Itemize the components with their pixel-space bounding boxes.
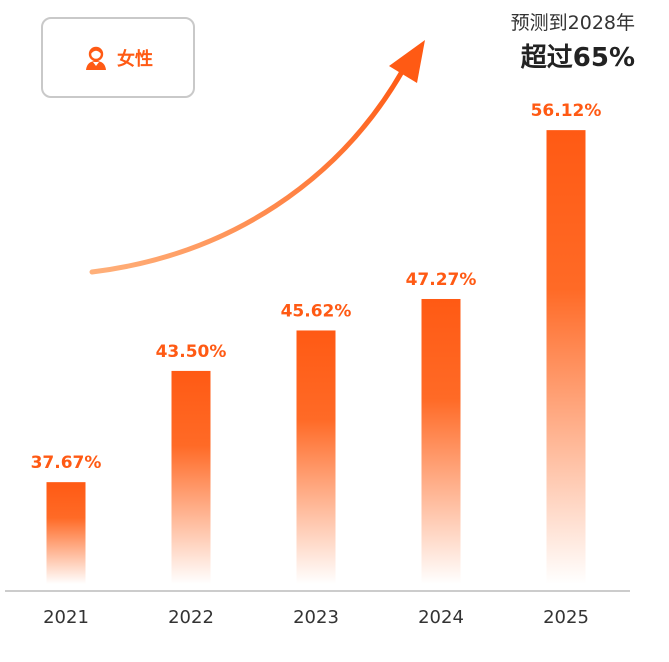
bar-2024 xyxy=(421,298,461,584)
legend-badge: 女性 xyxy=(41,17,195,98)
bar-value-label-2022: 43.50% xyxy=(156,342,227,362)
bar-2021 xyxy=(46,482,86,584)
bar-value-label-2024: 47.27% xyxy=(406,270,477,290)
bar-2025 xyxy=(546,130,586,584)
growth-arrow-head xyxy=(389,40,425,83)
bar-value-label-2023: 45.62% xyxy=(281,301,352,321)
bar-2022 xyxy=(171,370,211,584)
bar-2023 xyxy=(296,330,336,584)
x-tick-label-2021: 2021 xyxy=(43,607,89,628)
forecast-callout: 预测到2028年 超过65% xyxy=(511,8,635,74)
x-tick-label-2025: 2025 xyxy=(543,607,589,628)
growth-arrow-shaft xyxy=(89,67,406,275)
x-tick-label-2023: 2023 xyxy=(293,607,339,628)
forecast-callout-line2: 超过65% xyxy=(520,43,635,73)
x-tick-label-2022: 2022 xyxy=(168,607,214,628)
forecast-callout-line1: 预测到2028年 xyxy=(510,12,635,34)
x-tick-label-2024: 2024 xyxy=(418,607,464,628)
bar-value-label-2025: 56.12% xyxy=(531,101,602,121)
bar-value-label-2021: 37.67% xyxy=(31,453,102,473)
female-person-icon xyxy=(86,46,106,70)
legend-label: 女性 xyxy=(117,48,153,70)
